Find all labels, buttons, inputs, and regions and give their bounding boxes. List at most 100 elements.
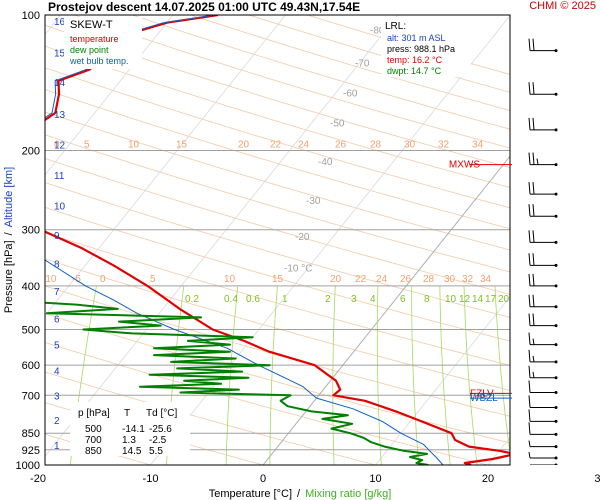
pressure-tick-label: 400 — [22, 281, 40, 293]
altitude-tick-label: 3 — [54, 392, 60, 403]
wind-barb-feather — [532, 204, 535, 217]
wind-barb — [528, 117, 558, 132]
theta-label: 30 — [404, 139, 416, 150]
wind-barb-feather — [528, 294, 531, 307]
lrl-dewpoint: dwpt: 14.7 °C — [387, 66, 442, 76]
isotherm-label: -40 — [318, 157, 333, 168]
legend-item: temperature — [70, 34, 119, 44]
wind-barb — [528, 230, 558, 244]
mixing-ratio-label: 0.2 — [185, 294, 199, 305]
y-axis-title-part: Pressure [hPa] — [3, 240, 15, 313]
altitude-tick-label: 9 — [54, 231, 60, 242]
isotherm-label: -10 °C — [284, 264, 312, 275]
wind-barb-dot — [554, 214, 558, 218]
wind-barb — [528, 152, 558, 167]
wind-barb-feather — [528, 204, 531, 217]
table-cell: 14.5 — [122, 446, 142, 457]
wind-barb-dot — [554, 240, 558, 244]
wind-barb-feather — [528, 230, 531, 243]
wind-barb-feather — [528, 38, 531, 51]
isotherm-label: -20 — [295, 232, 310, 243]
wind-barb-feather — [532, 38, 535, 51]
isotherm-label: -60 — [343, 89, 358, 100]
x-axis-title: Temperature [°C] / Mixing ratio [g/kg] — [209, 488, 392, 500]
theta-label: 15 — [272, 274, 284, 285]
altitude-tick-label: 8 — [54, 260, 60, 271]
wind-barb — [528, 451, 558, 460]
mixing-ratio-label: 17 — [485, 294, 497, 305]
wind-barb — [528, 253, 558, 267]
wind-barb — [530, 463, 558, 465]
mixing-ratio-line — [439, 285, 451, 465]
wind-barb-feather — [532, 230, 535, 243]
theta-label: 30 — [444, 274, 456, 285]
x-axis-title-part: Temperature [°C] — [209, 488, 292, 500]
pressure-tick-label: 600 — [22, 360, 40, 372]
mixing-ratio-label: 10 — [445, 294, 457, 305]
wind-barb-dot — [554, 284, 558, 288]
wind-barb-dot — [554, 456, 558, 460]
wind-barb-feather — [528, 82, 531, 95]
pressure-tick-label: 500 — [22, 325, 40, 337]
zero-isotherm-line — [262, 155, 510, 465]
altitude-tick-label: 4 — [54, 366, 60, 377]
theta-label: 5 — [150, 274, 156, 285]
table-cell: -14.1 — [122, 424, 145, 435]
wind-barb — [528, 395, 558, 409]
pressure-tick-label: 200 — [22, 145, 40, 157]
mixing-ratio-label: 2 — [325, 294, 331, 305]
table-box — [70, 402, 190, 456]
theta-label: 22 — [355, 274, 367, 285]
mixing-ratio-label: 8 — [424, 294, 430, 305]
dry-adiabat — [45, 89, 510, 230]
wind-barb-feather — [532, 152, 535, 165]
dry-adiabat — [45, 258, 510, 391]
wind-barb-dot — [554, 360, 558, 364]
dry-adiabat — [45, 232, 510, 366]
mixing-ratio-label: 1 — [282, 294, 288, 305]
wind-barb-feather — [532, 371, 535, 378]
plot-frame — [44, 14, 511, 466]
axis-title-separator: / — [3, 231, 15, 235]
wind-barb-dot — [554, 128, 558, 132]
temperature-tick-label: -10 — [143, 473, 159, 485]
theta-label: 5 — [84, 139, 90, 150]
theta-label: 26 — [400, 274, 412, 285]
wind-barb-feather — [528, 395, 531, 408]
wind-barb-feather — [528, 117, 531, 130]
level-label: FZLV — [470, 388, 494, 399]
table-header: T — [124, 408, 130, 419]
altitude-tick-label: 6 — [54, 314, 60, 325]
wind-barb — [528, 313, 558, 328]
altitude-tick-label: 5 — [54, 341, 60, 352]
isotherm-line — [262, 155, 510, 465]
wind-barb — [528, 365, 558, 380]
y-axis-title: Pressure [hPa] / Altitude [km] — [3, 167, 15, 313]
mixing-ratio-line — [225, 285, 239, 465]
dry-adiabat — [45, 157, 510, 295]
altitude-tick-label: 12 — [54, 141, 66, 152]
theta-label: 24 — [376, 274, 388, 285]
wind-barb-feather — [528, 365, 531, 378]
dry-adiabat — [45, 285, 510, 417]
table-cell: 500 — [85, 424, 102, 435]
theta-label: 32 — [462, 274, 474, 285]
wind-barb — [528, 82, 558, 96]
mixing-ratio-label: 6 — [400, 294, 406, 305]
theta-label: 28 — [423, 274, 435, 285]
theta-label: 0 — [100, 274, 106, 285]
wind-barb — [528, 294, 558, 309]
wind-barb — [528, 332, 558, 347]
isotherm-label: -30 — [306, 196, 321, 207]
wind-barb-dot — [554, 432, 558, 436]
temperature-tick-label: 0 — [260, 473, 266, 485]
wind-barb-dot — [554, 163, 558, 167]
wind-barb-dot — [554, 324, 558, 328]
y-axis-title-part: Altitude [km] — [3, 167, 15, 228]
table-cell: -2.5 — [149, 435, 167, 446]
wind-barb — [528, 38, 558, 53]
wind-barb-feather — [528, 380, 531, 393]
legend-box — [64, 17, 142, 69]
wind-barb — [528, 204, 558, 218]
mixing-ratio-line — [463, 285, 478, 465]
